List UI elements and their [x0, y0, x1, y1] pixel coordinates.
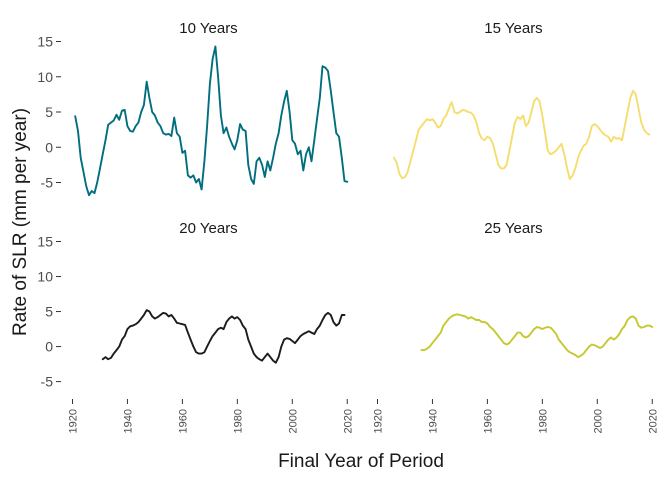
facet-title: 25 Years — [484, 220, 542, 237]
y-axis: 15 10 5 0 -5 — [37, 34, 61, 190]
series-line — [420, 313, 654, 359]
x-axes: 1920 1940 1960 1980 2000 2020 1920 1940 1960 1980… — [67, 399, 659, 433]
facet-panel: 15 Years — [393, 20, 651, 180]
x-tick-label: 2020 — [342, 409, 354, 433]
x-tick-label: 1980 — [232, 409, 244, 433]
y-tick-label: 0 — [45, 139, 53, 155]
x-tick-label: 1940 — [427, 409, 439, 433]
y-axis: 15 10 5 0 -5 — [37, 234, 61, 390]
x-tick-label: 1920 — [372, 409, 384, 433]
x-tick-label: 1960 — [177, 409, 189, 433]
x-tick-label: 1920 — [67, 409, 79, 433]
y-tick-label: 5 — [45, 104, 53, 120]
y-tick-label: 15 — [37, 234, 53, 250]
y-tick-label: 10 — [37, 269, 53, 285]
y-axis-label: Rate of SLR (mm per year) — [10, 108, 31, 336]
facet-title: 20 Years — [179, 220, 237, 237]
x-tick-label: 2000 — [287, 409, 299, 433]
y-tick-label: -5 — [41, 174, 54, 190]
series-line — [393, 89, 651, 180]
x-tick-label: 1940 — [122, 409, 134, 433]
facet-title: 10 Years — [179, 20, 237, 37]
y-tick-label: 15 — [37, 34, 53, 50]
x-tick-label: 2000 — [592, 409, 604, 433]
y-tick-label: 10 — [37, 69, 53, 85]
x-axis: 1920 1940 1960 1980 2000 2020 — [372, 399, 659, 433]
series-line — [101, 309, 346, 364]
x-tick-label: 1960 — [482, 409, 494, 433]
y-tick-label: -5 — [41, 374, 54, 390]
y-tick-label: 0 — [45, 339, 53, 355]
y-tick-label: 5 — [45, 304, 53, 320]
facet-panels: 10 Years 15 Years 20 Years 25 Years — [74, 20, 654, 364]
facet-panel: 10 Years — [74, 20, 349, 197]
series-line — [74, 45, 349, 197]
x-axis: 1920 1940 1960 1980 2000 2020 — [67, 399, 354, 433]
x-tick-label: 2020 — [647, 409, 659, 433]
x-tick-label: 1980 — [537, 409, 549, 433]
facet-panel: 25 Years — [420, 220, 654, 359]
x-axis-label: Final Year of Period — [278, 451, 444, 472]
y-axes: 15 10 5 0 -5 15 10 5 0 -5 — [37, 34, 61, 390]
facet-title: 15 Years — [484, 20, 542, 37]
facet-panel: 20 Years — [101, 220, 346, 364]
